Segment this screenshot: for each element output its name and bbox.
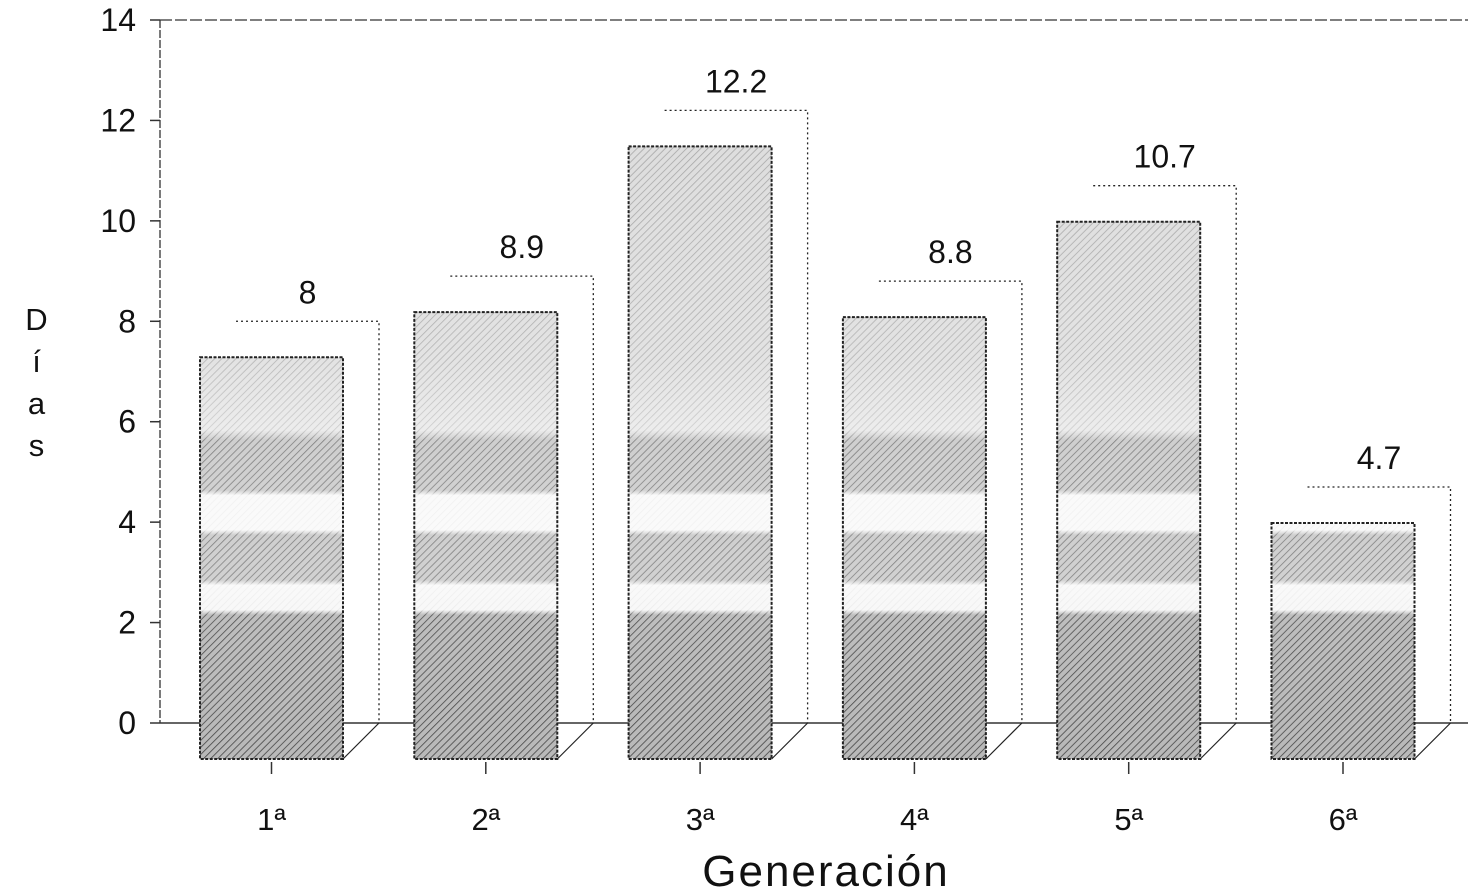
bar-outline xyxy=(199,356,344,760)
x-tick-label: 2ª xyxy=(471,802,500,837)
bar-depth-edge xyxy=(985,722,1023,760)
y-axis-label: Días xyxy=(19,302,54,470)
x-tick-label: 5ª xyxy=(1114,802,1143,837)
y-tick-label: 6 xyxy=(118,404,136,440)
data-label: 8.9 xyxy=(500,229,544,265)
bar-back-outline xyxy=(236,320,380,723)
bar-back-faces xyxy=(236,109,1452,723)
bar-shading xyxy=(1271,522,1415,759)
x-axis-label: Generación xyxy=(702,847,949,896)
data-label: 4.7 xyxy=(1357,440,1401,476)
chart-labels: 8 1ª 8.9 2ª 12.2 3ª 8.8 4ª 10.7 5ª 4.7 6ª xyxy=(257,63,1401,837)
bar-shading xyxy=(628,146,772,759)
bar-outline xyxy=(1270,521,1416,760)
y-tick-label: 4 xyxy=(118,504,136,540)
bar-shading xyxy=(842,317,986,759)
y-axis: 0 2 4 6 8 10 12 14 xyxy=(100,2,1468,741)
bar-shading xyxy=(1057,221,1201,759)
y-tick-label: 14 xyxy=(100,2,136,38)
bar-front-faces xyxy=(199,145,1451,760)
bar-depth-edge xyxy=(342,722,380,760)
x-tick-label: 6ª xyxy=(1329,802,1358,837)
bar-outline xyxy=(413,311,559,760)
x-tick-label: 3ª xyxy=(686,802,715,837)
bar-shading xyxy=(200,357,343,759)
y-tick-label: 0 xyxy=(118,705,136,741)
bar-shading xyxy=(414,312,558,759)
x-tick-label: 1ª xyxy=(257,802,286,837)
bar-back-outline xyxy=(1093,185,1237,723)
bar-back-outline xyxy=(664,109,809,723)
y-tick-label: 10 xyxy=(100,203,136,239)
y-tick-label: 12 xyxy=(100,102,136,138)
y-tick-label: 2 xyxy=(118,605,136,641)
x-tick-label: 4ª xyxy=(900,802,929,837)
bar-depth-edge xyxy=(1199,722,1237,760)
bar-depth-edge xyxy=(556,722,594,760)
data-label: 10.7 xyxy=(1134,139,1196,175)
bar-depth-edge xyxy=(771,722,809,760)
data-label: 8.8 xyxy=(928,234,972,270)
bar-outline xyxy=(1056,220,1202,760)
data-label: 12.2 xyxy=(705,63,767,99)
bar-back-outline xyxy=(450,275,594,723)
data-label: 8 xyxy=(299,274,317,310)
bar-depth-edge xyxy=(1414,722,1451,760)
bar-back-outline xyxy=(1307,486,1452,723)
y-tick-label: 8 xyxy=(118,303,136,339)
